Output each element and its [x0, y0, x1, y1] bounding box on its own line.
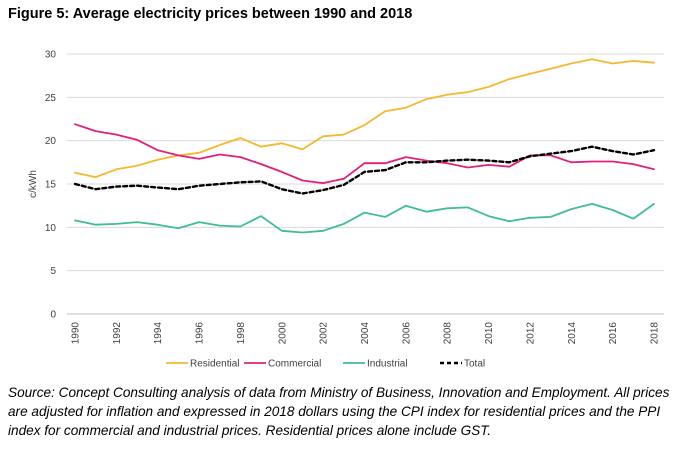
x-tick-label: 1990 [71, 322, 82, 345]
x-tick-label: 2008 [443, 322, 454, 345]
legend: Residential Commercial Industrial Total [166, 359, 485, 370]
y-tick-label: 15 [45, 180, 57, 191]
y-tick-label: 25 [45, 93, 57, 104]
x-tick-label: 1992 [112, 322, 123, 345]
y-tick-label: 20 [45, 136, 57, 147]
series-line-industrial [74, 202, 655, 234]
x-tick-label: 2000 [277, 322, 288, 345]
y-tick-label: 30 [45, 50, 57, 61]
x-tick-label: 1998 [236, 322, 247, 345]
x-tick-label: 2016 [608, 322, 619, 345]
legend-label-industrial: Industrial [367, 359, 408, 370]
x-tick-label: 2006 [401, 322, 412, 345]
figure-title: Figure 5: Average electricity prices bet… [8, 6, 413, 22]
source-note: Source: Concept Consulting analysis of d… [8, 385, 670, 438]
y-tick-label: 5 [50, 266, 56, 277]
series-line-residential [74, 58, 655, 179]
x-tick-label: 2004 [360, 322, 371, 345]
x-tick-label: 1996 [195, 322, 206, 345]
series-line-total [73, 145, 656, 195]
series-line-commercial [74, 123, 655, 185]
x-tick-labels: 1990 1992 1994 1996 1998 2000 2002 2004 2006 2008… [71, 322, 661, 345]
x-tick-label: 2010 [484, 322, 495, 345]
x-tick-label: 2018 [650, 322, 661, 345]
gridlines [67, 53, 664, 315]
y-tick-labels: 0 5 10 15 20 25 30 [45, 50, 57, 321]
y-tick-label: 0 [50, 310, 56, 321]
legend-label-commercial: Commercial [268, 359, 321, 370]
series-lines [73, 58, 656, 234]
x-tick-label: 2012 [525, 322, 536, 345]
legend-label-total: Total [464, 359, 485, 370]
legend-label-residential: Residential [190, 359, 239, 370]
y-tick-label: 10 [45, 223, 57, 234]
x-tick-label: 1994 [153, 322, 164, 345]
x-tick-label: 2014 [567, 322, 578, 345]
x-tick-label: 2002 [319, 322, 330, 345]
line-chart: 0 5 10 15 20 25 30 1990 1992 1994 1996 1998 2000 200… [28, 50, 664, 370]
y-axis-label: c/kWh [28, 170, 39, 198]
